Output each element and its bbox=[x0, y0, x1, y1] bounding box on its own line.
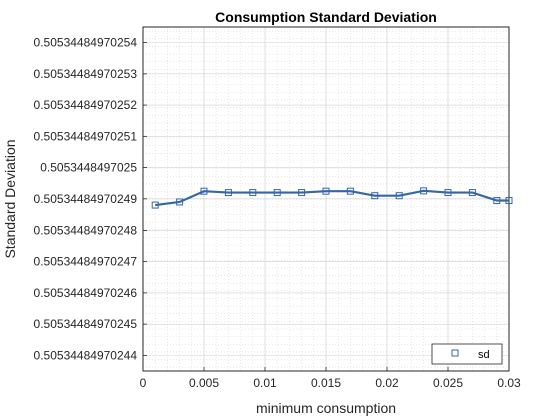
y-tick-label: 0.5053448497025 bbox=[40, 161, 137, 175]
y-tick-label: 0.50534484970245 bbox=[34, 317, 138, 331]
y-tick-label: 0.50534484970253 bbox=[34, 67, 138, 81]
data-point-marker bbox=[200, 187, 208, 195]
series-layer bbox=[151, 187, 513, 209]
x-tick-label: 0.01 bbox=[253, 376, 277, 390]
data-point-marker bbox=[444, 189, 452, 197]
legend-marker-sd bbox=[451, 349, 459, 357]
series-line-sd bbox=[155, 189, 509, 207]
y-tick-label: 0.50534484970247 bbox=[34, 255, 138, 269]
y-tick-label: 0.50534484970249 bbox=[34, 192, 138, 206]
y-axis-label: Standard Deviation bbox=[2, 139, 18, 258]
x-tick-label: 0.005 bbox=[189, 376, 219, 390]
data-point-marker bbox=[249, 189, 257, 197]
x-axis-ticks: 0 0.005 0.01 0.015 0.02 0.025 0.03 bbox=[140, 367, 521, 390]
data-point-marker bbox=[505, 197, 513, 205]
legend-box bbox=[431, 343, 503, 365]
y-tick-label: 0.50534484970244 bbox=[34, 348, 138, 362]
data-point-marker bbox=[176, 198, 184, 206]
y-tick-label: 0.50534484970246 bbox=[34, 286, 138, 300]
data-point-marker bbox=[298, 189, 306, 197]
chart-title: Consumption Standard Deviation bbox=[215, 9, 437, 25]
y-tick-label: 0.50534484970248 bbox=[34, 223, 138, 237]
y-axis-ticks: 0.50534484970244 0.50534484970245 0.505344… bbox=[34, 36, 147, 362]
x-tick-label: 0 bbox=[140, 376, 147, 390]
data-point-marker bbox=[151, 201, 159, 209]
x-tick-label: 0.03 bbox=[497, 376, 521, 390]
data-point-marker bbox=[224, 189, 232, 197]
x-tick-label: 0.015 bbox=[311, 376, 341, 390]
data-point-marker bbox=[371, 192, 379, 200]
data-point-marker bbox=[493, 197, 501, 205]
y-tick-label: 0.50534484970252 bbox=[34, 98, 138, 112]
x-tick-label: 0.02 bbox=[375, 376, 399, 390]
data-point-marker bbox=[346, 187, 354, 195]
x-axis-label: minimum consumption bbox=[256, 400, 396, 416]
legend-label-sd: sd bbox=[478, 349, 490, 361]
data-point-marker bbox=[322, 187, 330, 195]
data-point-marker bbox=[273, 189, 281, 197]
y-tick-label: 0.50534484970251 bbox=[34, 129, 138, 143]
x-tick-label: 0.025 bbox=[433, 376, 463, 390]
data-point-marker bbox=[395, 192, 403, 200]
y-tick-label: 0.50534484970254 bbox=[34, 36, 138, 50]
data-point-marker bbox=[420, 187, 428, 195]
data-point-marker bbox=[468, 189, 476, 197]
legend: sd bbox=[431, 343, 503, 365]
